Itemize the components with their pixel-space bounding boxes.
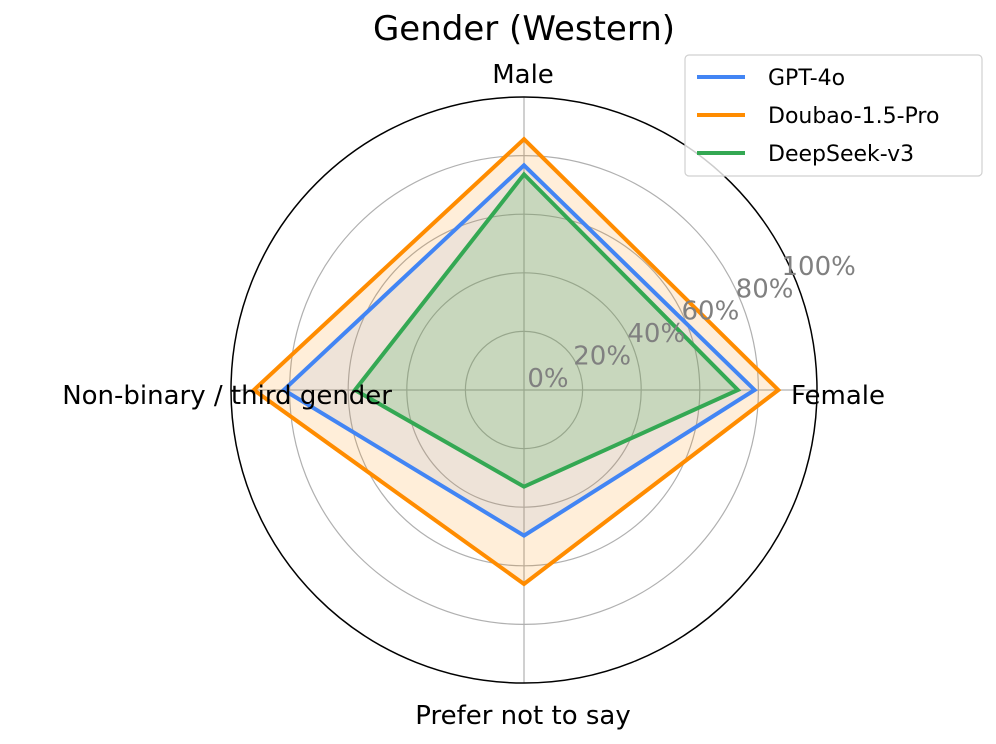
radial-tick-label: 40% bbox=[627, 319, 685, 349]
legend-label: Doubao-1.5-Pro bbox=[768, 104, 939, 129]
series-layer bbox=[250, 136, 782, 587]
category-label: Non-binary / third gender bbox=[62, 381, 392, 411]
outer-frame bbox=[230, 96, 818, 684]
radial-tick-label: 80% bbox=[736, 274, 794, 304]
legend-label: DeepSeek-v3 bbox=[768, 142, 914, 167]
category-label: Male bbox=[492, 60, 554, 90]
series-fill-DeepSeek-v3 bbox=[354, 174, 738, 487]
radial-tick-labels: 0%20%40%60%80%100% bbox=[527, 252, 855, 394]
category-labels: Female Male Non-binary / third gender Prefe… bbox=[62, 60, 885, 731]
radial-tick-label: 100% bbox=[782, 252, 856, 282]
category-label: Female bbox=[791, 381, 885, 411]
radial-tick-label: 60% bbox=[682, 297, 740, 327]
legend: GPT-4o Doubao-1.5-Pro DeepSeek-v3 bbox=[684, 54, 983, 177]
series-fill-GPT-4o bbox=[283, 165, 755, 536]
radial-tick-label: 20% bbox=[573, 342, 631, 372]
grid bbox=[230, 96, 818, 684]
series-fill-Doubao-1.5-Pro bbox=[253, 139, 779, 584]
legend-box bbox=[684, 54, 983, 177]
radial-tick-label: 0% bbox=[527, 364, 568, 394]
chart-title: Gender (Western) bbox=[373, 9, 675, 49]
category-label: Prefer not to say bbox=[415, 701, 631, 731]
legend-label: GPT-4o bbox=[768, 66, 845, 91]
